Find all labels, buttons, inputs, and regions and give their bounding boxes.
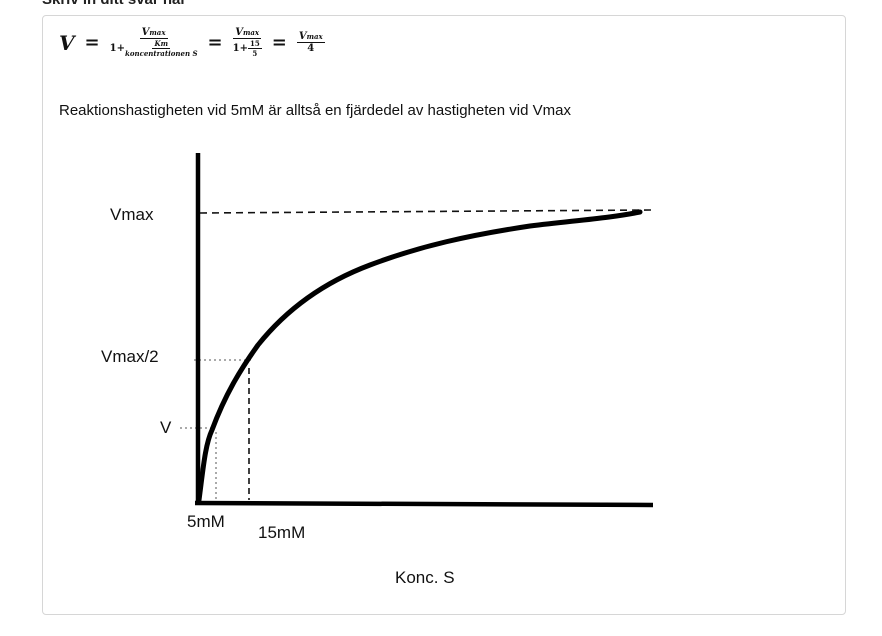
fraction-2: Vmax 1+ 15 5	[233, 27, 262, 58]
formula-v: V	[59, 30, 75, 55]
vmax-dashed-line	[199, 209, 653, 214]
y-label-v: V	[160, 418, 172, 437]
vmax-sub: max	[242, 28, 260, 37]
equals: =	[271, 32, 287, 53]
x-label-15mm: 15mM	[258, 523, 306, 542]
x-axis	[194, 500, 654, 508]
concentration: koncentrationen S	[124, 49, 198, 58]
michaelis-menten-formula: V = Vmax 1+ Km koncentrationen S = Vmax 1…	[59, 27, 325, 58]
x-axis-title: Konc. S	[395, 568, 455, 587]
y-label-vmax-half: Vmax/2	[101, 347, 159, 366]
equals: =	[84, 32, 100, 53]
equals: =	[207, 32, 223, 53]
n5: 5	[252, 49, 258, 58]
vmax: V	[298, 31, 307, 42]
km: K	[154, 39, 161, 48]
vmax-sub: max	[149, 28, 166, 37]
one-plus: 1+	[109, 43, 125, 54]
fraction-3: Vmax 4	[296, 31, 325, 54]
four: 4	[307, 43, 315, 54]
answer-box[interactable]: V = Vmax 1+ Km koncentrationen S = Vmax 1…	[42, 15, 846, 615]
vmax: V	[141, 27, 150, 38]
fraction-1: Vmax 1+ Km koncentrationen S	[110, 27, 198, 58]
y-label-vmax: Vmax	[110, 205, 154, 224]
answer-text: Reaktionshastigheten vid 5mM är alltså e…	[59, 102, 571, 119]
vmax: V	[235, 27, 243, 38]
km-sub: m	[160, 39, 168, 48]
vmax-sub: max	[306, 32, 323, 41]
one-plus: 1+	[232, 43, 248, 54]
question-heading: Skriv in ditt svar här	[42, 0, 186, 8]
saturation-curve	[196, 209, 643, 503]
x-label-5mm: 5mM	[187, 512, 225, 531]
n15: 15	[247, 39, 262, 49]
